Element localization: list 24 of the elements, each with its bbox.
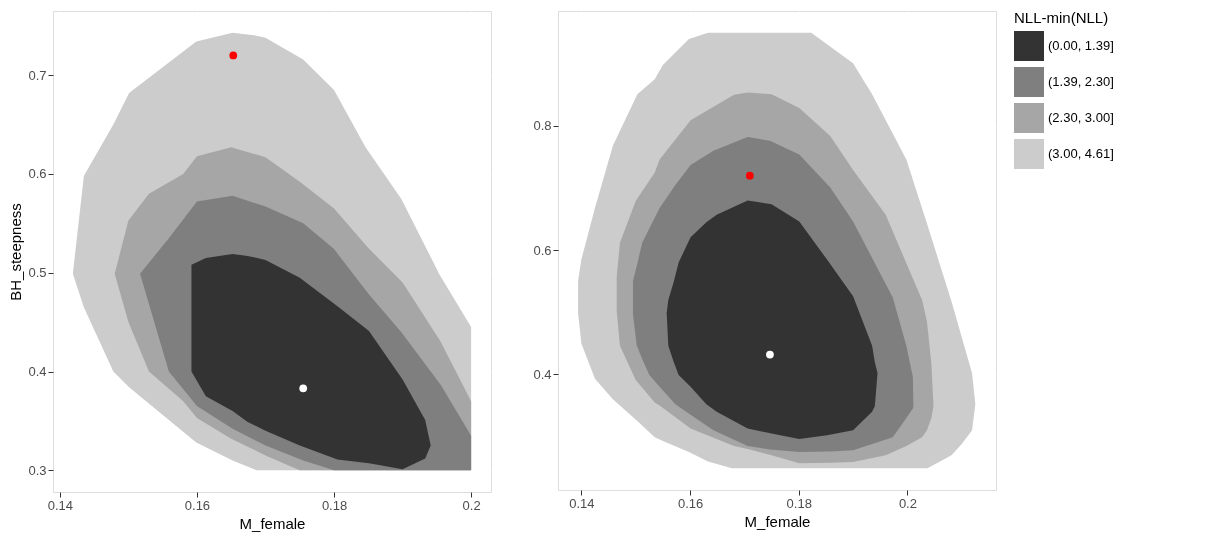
legend-title: NLL-min(NLL) xyxy=(1014,9,1109,26)
y-tick-label: 0.5 xyxy=(28,265,47,281)
legend-label: (2.30, 3.00] xyxy=(1048,110,1114,125)
x-tick-label: 0.18 xyxy=(321,497,348,513)
y-tick-label: 0.4 xyxy=(28,364,47,379)
x-tick-label: 0.14 xyxy=(569,495,595,511)
y-tick-label: 0.3 xyxy=(28,462,47,478)
legend-label: (3.00, 4.61] xyxy=(1048,146,1114,161)
y-tick-label: 0.7 xyxy=(28,67,47,83)
legend-label: (0.00, 1.39] xyxy=(1048,38,1114,53)
y-tick-label: 0.6 xyxy=(28,166,47,182)
y-axis-title: BH_steepness xyxy=(7,203,25,301)
y-tick-label: 0.6 xyxy=(533,242,552,258)
x-tick-label: 0.18 xyxy=(786,495,812,511)
x-tick-label: 0.16 xyxy=(184,497,211,513)
x-axis-title: M_female xyxy=(744,512,811,530)
x-tick-label: 0.2 xyxy=(898,495,917,511)
x-axis-title: M_female xyxy=(239,514,306,532)
y-tick-label: 0.4 xyxy=(533,366,552,382)
x-tick-label: 0.14 xyxy=(47,497,74,513)
legend-label: (1.39, 2.30] xyxy=(1048,74,1114,89)
x-tick-label: 0.16 xyxy=(677,495,704,511)
y-tick-label: 0.8 xyxy=(533,118,552,134)
x-tick-label: 0.2 xyxy=(462,497,481,513)
